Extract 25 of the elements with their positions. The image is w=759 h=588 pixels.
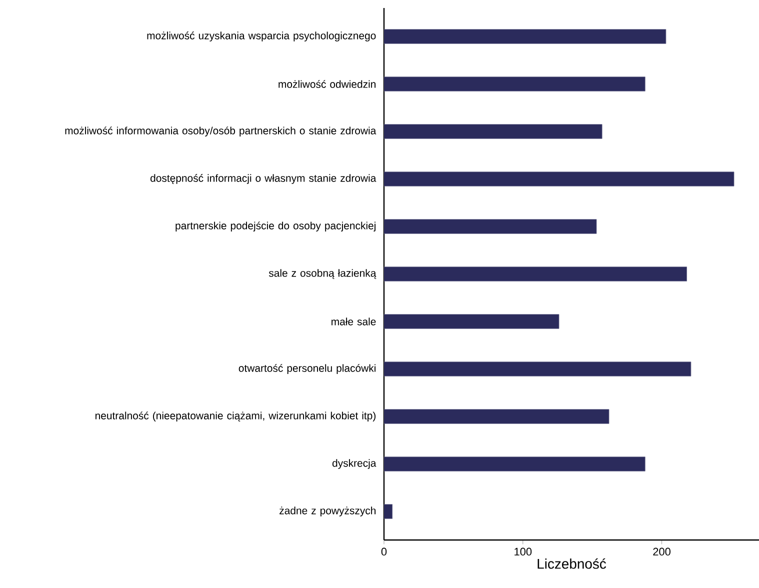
bar <box>384 76 646 92</box>
x-axis-title: Liczebność <box>538 558 606 569</box>
y-tick-label: możliwość odwiedzin <box>278 80 376 88</box>
bar <box>384 219 597 234</box>
y-tick-label: otwartość personelu placówki <box>238 364 376 374</box>
y-tick-label: dyskrecja <box>332 459 376 469</box>
y-tick-label: sale z osobną łazienką <box>268 269 376 279</box>
y-tick-label: możliwość informowania osoby/osób partnerskich o stanie zdrowia <box>65 126 376 136</box>
x-tick-label: 100 <box>514 548 532 556</box>
bar <box>384 266 687 282</box>
x-tick-label: 200 <box>653 548 670 556</box>
bar <box>384 124 602 139</box>
bar <box>384 314 560 329</box>
bar <box>384 409 610 424</box>
y-tick-label: dostępność informacji o własnym stanie zdrowia <box>150 174 376 184</box>
bar <box>384 362 692 376</box>
bar <box>384 172 734 186</box>
x-tick-label: 0 <box>381 548 387 556</box>
bar <box>384 29 666 44</box>
y-tick-label: możliwość uzyskania wsparcia psychologicznego <box>147 32 376 42</box>
y-tick-label: neutralność (nieepatowanie ciążami, wizerunkami kobiet itp) <box>95 412 376 422</box>
y-tick-label: żadne z powyższych <box>280 506 376 516</box>
y-tick-label: partnerskie podejście do osoby pacjenckiej <box>176 222 376 232</box>
y-tick-label: małe sale <box>332 318 376 326</box>
bar <box>384 456 646 472</box>
